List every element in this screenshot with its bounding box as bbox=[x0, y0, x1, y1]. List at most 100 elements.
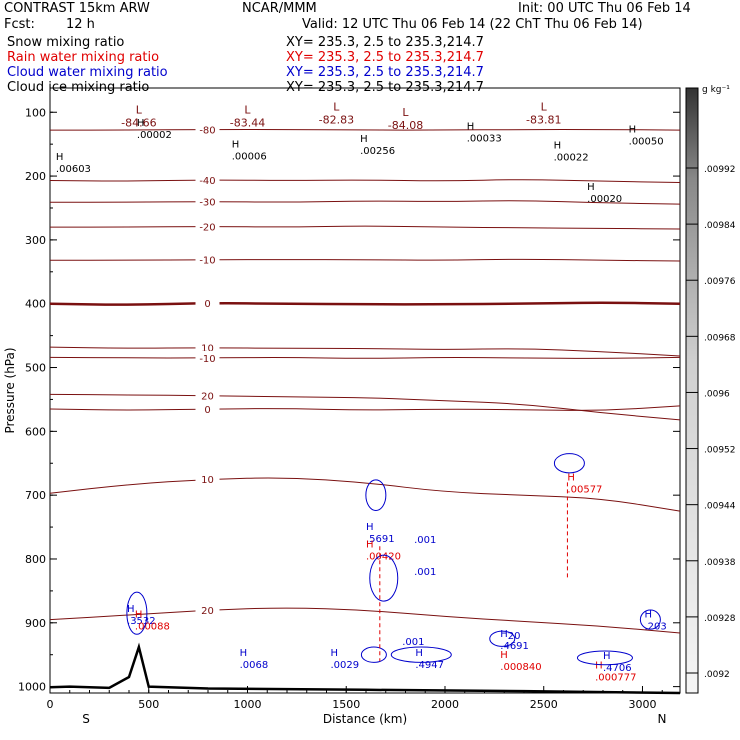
high-value: .00006 bbox=[232, 151, 267, 162]
field-xy-rain: XY= 235.3, 2.5 to 235.3,214.7 bbox=[286, 50, 484, 65]
x-tick-label: 0 bbox=[47, 698, 54, 711]
temperature-contour bbox=[49, 405, 681, 411]
high-value: .00088 bbox=[135, 622, 170, 633]
y-tick-label: 700 bbox=[25, 489, 46, 502]
high-marker: H bbox=[595, 661, 603, 672]
high-value: .00022 bbox=[554, 153, 589, 164]
temperature-contour bbox=[49, 477, 681, 512]
colorbar bbox=[685, 87, 699, 694]
y-tick-label: 300 bbox=[25, 234, 46, 247]
temperature-contour-label: 20 bbox=[201, 606, 214, 617]
cloud-water-contour bbox=[360, 646, 387, 663]
contour-label-bg bbox=[195, 122, 220, 135]
colorbar-label: .00992 bbox=[704, 165, 736, 175]
cloud-water-contour bbox=[639, 609, 661, 630]
y-tick-label: 800 bbox=[25, 553, 46, 566]
y-axis-label: Pressure (hPa) bbox=[3, 347, 17, 433]
y-tick-label: 100 bbox=[25, 106, 46, 119]
field-name-rain: Rain water mixing ratio bbox=[7, 50, 160, 65]
contour-label-bg bbox=[195, 402, 220, 415]
high-marker: H bbox=[567, 472, 575, 483]
temperature-contour-label: 10 bbox=[201, 475, 214, 486]
contour-small-label: .001 bbox=[402, 637, 424, 648]
high-marker: H bbox=[587, 182, 595, 193]
colorbar-label: .00938 bbox=[704, 558, 736, 568]
valid-time: Valid: 12 UTC Thu 06 Feb 14 (22 ChT Thu … bbox=[302, 17, 643, 32]
temperature-contour bbox=[49, 179, 681, 183]
high-marker: H bbox=[240, 648, 248, 659]
temperature-contour-label: 20 bbox=[201, 392, 214, 403]
high-value: .00050 bbox=[629, 137, 664, 148]
temperature-contour bbox=[49, 393, 681, 421]
contour-label-bg bbox=[195, 388, 220, 401]
temperature-contour-label: 10 bbox=[201, 344, 214, 355]
colorbar-unit: g kg⁻¹ bbox=[702, 85, 730, 95]
temperature-contour-label: 0 bbox=[204, 299, 210, 310]
colorbar-label: .00984 bbox=[704, 221, 736, 231]
cloud-water-contour bbox=[553, 453, 585, 474]
high-marker: H bbox=[629, 125, 637, 136]
high-marker: H bbox=[127, 604, 135, 615]
x-tick-label: 1000 bbox=[233, 698, 261, 711]
x-axis-label: Distance (km) bbox=[323, 712, 407, 726]
temperature-contour bbox=[49, 301, 681, 306]
high-value: .4947 bbox=[415, 660, 444, 671]
high-value: .4691 bbox=[500, 641, 529, 652]
x-tick-label: 3000 bbox=[628, 698, 656, 711]
x-end-label-right: N bbox=[658, 712, 667, 726]
temperature-contour bbox=[49, 607, 681, 634]
contour-small-label: .001 bbox=[414, 567, 436, 578]
high-value: .00603 bbox=[56, 164, 91, 175]
x-tick-label: 2000 bbox=[431, 698, 459, 711]
low-value: -82.83 bbox=[319, 113, 354, 126]
temperature-contour bbox=[50, 200, 681, 205]
y-tick-label: 600 bbox=[25, 425, 46, 438]
high-marker: H bbox=[232, 139, 240, 150]
high-marker: H bbox=[500, 629, 508, 640]
contour-label-bg bbox=[195, 472, 220, 485]
temperature-contour bbox=[50, 258, 681, 262]
x-tick-label: 1500 bbox=[332, 698, 360, 711]
fcst-value: 12 h bbox=[66, 17, 95, 32]
colorbar-label: .0096 bbox=[704, 389, 730, 399]
y-tick-label: 500 bbox=[25, 362, 46, 375]
surface-pressure-line bbox=[49, 642, 681, 695]
contour-label-bg bbox=[195, 350, 220, 363]
temperature-contour bbox=[50, 225, 681, 230]
field-xy-cloud: XY= 235.3, 2.5 to 235.3,214.7 bbox=[286, 65, 484, 80]
cloud-water-contour bbox=[489, 630, 516, 647]
y-tick-label: 1000 bbox=[18, 681, 46, 694]
low-marker: L bbox=[136, 104, 143, 117]
temperature-contour bbox=[49, 346, 681, 357]
x-tick-label: 500 bbox=[138, 698, 159, 711]
low-value: -83.81 bbox=[526, 113, 561, 126]
high-marker: H bbox=[360, 134, 368, 145]
colorbar-label: .00976 bbox=[704, 277, 736, 287]
high-value: .00033 bbox=[467, 133, 502, 144]
contour-label-bg bbox=[195, 194, 220, 207]
low-value: -84.66 bbox=[121, 117, 156, 130]
low-value: -83.44 bbox=[230, 117, 265, 130]
colorbar-label: .00952 bbox=[704, 446, 736, 456]
high-value: .5691 bbox=[366, 534, 395, 545]
temperature-contour-label: -40 bbox=[199, 176, 215, 187]
high-value: .0068 bbox=[240, 660, 269, 671]
temperature-contour bbox=[50, 128, 681, 131]
colorbar-label: .00968 bbox=[704, 333, 736, 343]
high-value: .00002 bbox=[137, 130, 172, 141]
temperature-contour-label: -10 bbox=[199, 256, 215, 267]
temperature-contour bbox=[49, 356, 681, 359]
high-marker: H bbox=[366, 522, 374, 533]
high-marker: H bbox=[366, 539, 374, 550]
high-marker: H bbox=[500, 650, 508, 661]
cloud-water-contour bbox=[390, 646, 452, 663]
cloud-water-contour bbox=[126, 591, 148, 635]
y-tick-label: 900 bbox=[25, 617, 46, 630]
contour-label-bg bbox=[195, 296, 220, 309]
colorbar-label: .0092 bbox=[704, 670, 730, 680]
low-marker: L bbox=[333, 100, 340, 113]
high-marker: H bbox=[137, 118, 145, 129]
temperature-contour-label: 0 bbox=[204, 405, 210, 416]
high-value: .00020 bbox=[587, 194, 622, 205]
high-value: .3532 bbox=[127, 616, 156, 627]
